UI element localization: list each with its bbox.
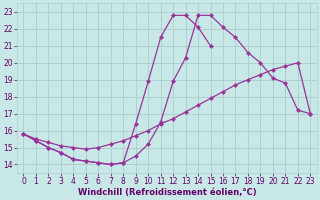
X-axis label: Windchill (Refroidissement éolien,°C): Windchill (Refroidissement éolien,°C) <box>77 188 256 197</box>
